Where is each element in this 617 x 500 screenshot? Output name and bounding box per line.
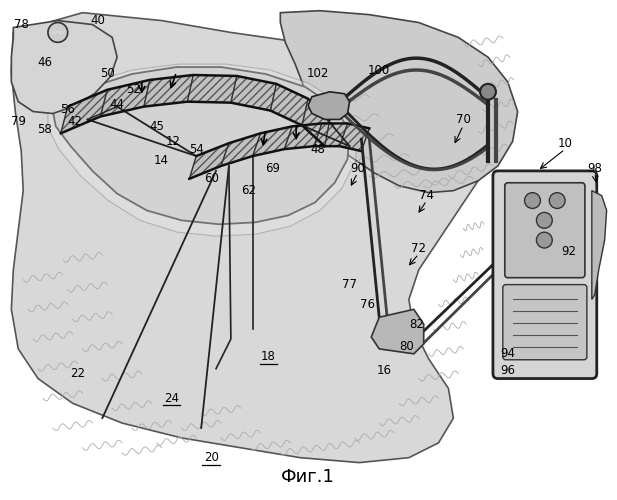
FancyBboxPatch shape: [505, 183, 585, 278]
Polygon shape: [231, 76, 276, 110]
Text: 42: 42: [67, 115, 82, 128]
Text: 74: 74: [419, 189, 434, 202]
Polygon shape: [101, 80, 150, 116]
Circle shape: [524, 192, 540, 208]
Text: 46: 46: [38, 56, 52, 68]
FancyBboxPatch shape: [503, 284, 587, 360]
Text: 20: 20: [204, 451, 218, 464]
Text: 24: 24: [164, 392, 179, 405]
Circle shape: [480, 84, 496, 100]
Text: 98: 98: [587, 162, 602, 175]
Circle shape: [48, 22, 68, 42]
Text: 10: 10: [558, 136, 573, 149]
Polygon shape: [280, 10, 518, 192]
Polygon shape: [371, 310, 424, 354]
Text: 76: 76: [360, 298, 375, 311]
Text: 56: 56: [60, 103, 75, 116]
Text: 44: 44: [110, 98, 125, 111]
Text: 18: 18: [261, 350, 276, 364]
Polygon shape: [188, 75, 237, 102]
Polygon shape: [221, 134, 260, 166]
Polygon shape: [252, 126, 292, 156]
Text: 77: 77: [342, 278, 357, 291]
Text: 69: 69: [265, 162, 280, 175]
Polygon shape: [339, 124, 370, 151]
Text: 60: 60: [204, 172, 218, 186]
Polygon shape: [592, 190, 607, 300]
Text: 90: 90: [350, 162, 365, 175]
Text: 80: 80: [400, 340, 414, 353]
Text: 72: 72: [412, 242, 426, 254]
Text: 100: 100: [368, 64, 391, 76]
Text: 45: 45: [149, 120, 164, 133]
Polygon shape: [4, 3, 613, 497]
Polygon shape: [284, 124, 322, 149]
Text: 70: 70: [456, 113, 471, 126]
Circle shape: [536, 212, 552, 228]
Text: 22: 22: [70, 367, 85, 380]
Text: 50: 50: [100, 68, 115, 80]
Text: 48: 48: [310, 142, 325, 156]
Text: 12: 12: [166, 134, 181, 147]
Text: 14: 14: [154, 154, 169, 168]
Text: 54: 54: [189, 142, 204, 156]
Polygon shape: [270, 84, 308, 126]
Text: 79: 79: [10, 115, 26, 128]
Polygon shape: [48, 64, 357, 236]
Polygon shape: [53, 67, 350, 224]
Text: 92: 92: [561, 246, 576, 258]
Polygon shape: [314, 124, 347, 146]
Text: 62: 62: [241, 184, 256, 197]
Text: 58: 58: [38, 123, 52, 136]
FancyBboxPatch shape: [493, 171, 597, 378]
Text: 40: 40: [90, 14, 105, 27]
Text: 78: 78: [14, 18, 28, 31]
Polygon shape: [302, 98, 329, 146]
Circle shape: [536, 232, 552, 248]
Text: 102: 102: [307, 68, 329, 80]
Polygon shape: [11, 12, 488, 462]
Text: 52: 52: [126, 84, 141, 96]
Text: Фиг.1: Фиг.1: [281, 468, 335, 486]
Text: 96: 96: [500, 364, 515, 377]
Polygon shape: [11, 20, 117, 114]
Text: 82: 82: [409, 318, 424, 330]
Circle shape: [549, 192, 565, 208]
Text: 16: 16: [376, 364, 392, 377]
Polygon shape: [308, 92, 350, 120]
Polygon shape: [144, 75, 193, 106]
Polygon shape: [61, 90, 107, 134]
Polygon shape: [189, 143, 229, 179]
Text: 94: 94: [500, 348, 515, 360]
